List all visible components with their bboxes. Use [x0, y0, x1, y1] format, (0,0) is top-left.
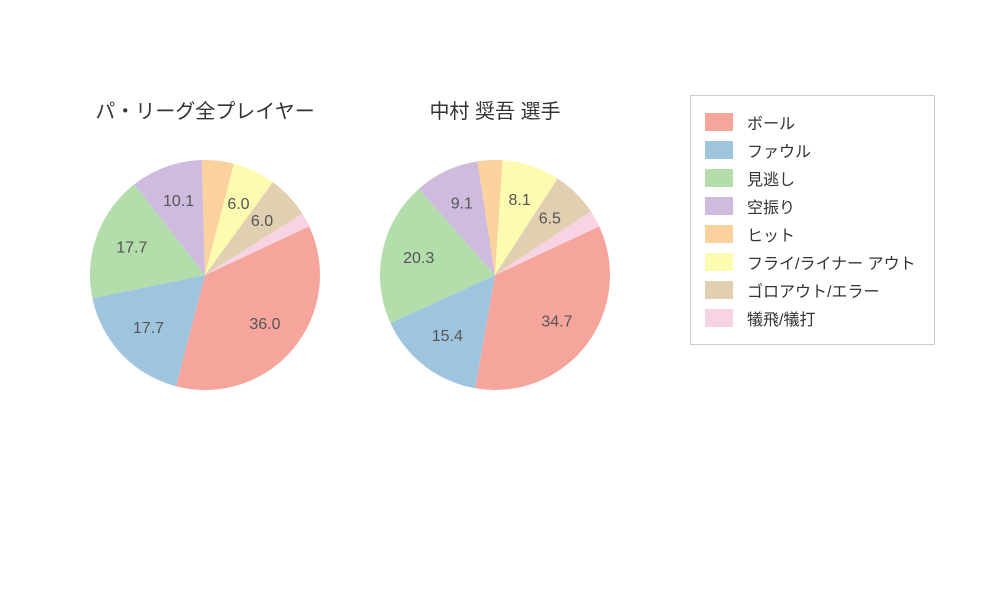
legend-swatch-ground_err — [705, 281, 733, 299]
chart-title-league: パ・リーグ全プレイヤー — [75, 95, 335, 124]
legend-item-swing_miss: 空振り — [705, 192, 916, 220]
slice-label-look: 20.3 — [403, 250, 434, 267]
legend-item-look: 見逃し — [705, 164, 916, 192]
legend-label-ground_err: ゴロアウト/エラー — [747, 278, 879, 302]
legend-item-ground_err: ゴロアウト/エラー — [705, 276, 916, 304]
slice-label-ground_err: 6.5 — [539, 211, 561, 228]
pie-chart-player: 34.7 15.4 20.3 9.1 8.1 6.5 — [365, 145, 625, 405]
slice-label-swing_miss: 10.1 — [163, 193, 194, 210]
pie-chart-league: 36.0 17.7 17.7 10.1 6.06.0 — [75, 145, 335, 405]
legend-item-hit: ヒット — [705, 220, 916, 248]
slice-label-ball: 36.0 — [249, 316, 280, 333]
legend: ボールファウル見逃し空振りヒットフライ/ライナー アウトゴロアウト/エラー犠飛/… — [690, 95, 935, 345]
legend-swatch-hit — [705, 225, 733, 243]
legend-label-look: 見逃し — [747, 166, 795, 190]
legend-label-fly_liner: フライ/ライナー アウト — [747, 250, 916, 274]
slice-label-swing_miss: 9.1 — [451, 196, 473, 213]
legend-swatch-look — [705, 169, 733, 187]
slice-label-look: 17.7 — [116, 239, 147, 256]
slice-label-ball: 34.7 — [541, 314, 572, 331]
legend-swatch-foul — [705, 141, 733, 159]
slice-label-ground_err: 6.0 — [251, 213, 273, 230]
legend-swatch-fly_liner — [705, 253, 733, 271]
legend-label-sac: 犠飛/犠打 — [747, 306, 815, 330]
legend-swatch-swing_miss — [705, 197, 733, 215]
slice-label-foul: 15.4 — [432, 328, 463, 345]
chart-title-player: 中村 奨吾 選手 — [365, 95, 625, 124]
slice-label-foul: 17.7 — [133, 320, 164, 337]
legend-swatch-ball — [705, 113, 733, 131]
legend-item-ball: ボール — [705, 108, 916, 136]
legend-label-hit: ヒット — [747, 222, 795, 246]
legend-swatch-sac — [705, 309, 733, 327]
legend-item-fly_liner: フライ/ライナー アウト — [705, 248, 916, 276]
slice-label-fly_liner: 8.1 — [508, 192, 530, 209]
legend-item-sac: 犠飛/犠打 — [705, 304, 916, 332]
legend-label-swing_miss: 空振り — [747, 194, 795, 218]
slice-label-fly_liner: 6.0 — [227, 196, 249, 213]
legend-label-ball: ボール — [747, 110, 795, 134]
legend-label-foul: ファウル — [747, 138, 811, 162]
legend-item-foul: ファウル — [705, 136, 916, 164]
chart-stage: パ・リーグ全プレイヤー 中村 奨吾 選手 36.0 17.7 17.7 10.1 6.0… — [0, 0, 1000, 600]
